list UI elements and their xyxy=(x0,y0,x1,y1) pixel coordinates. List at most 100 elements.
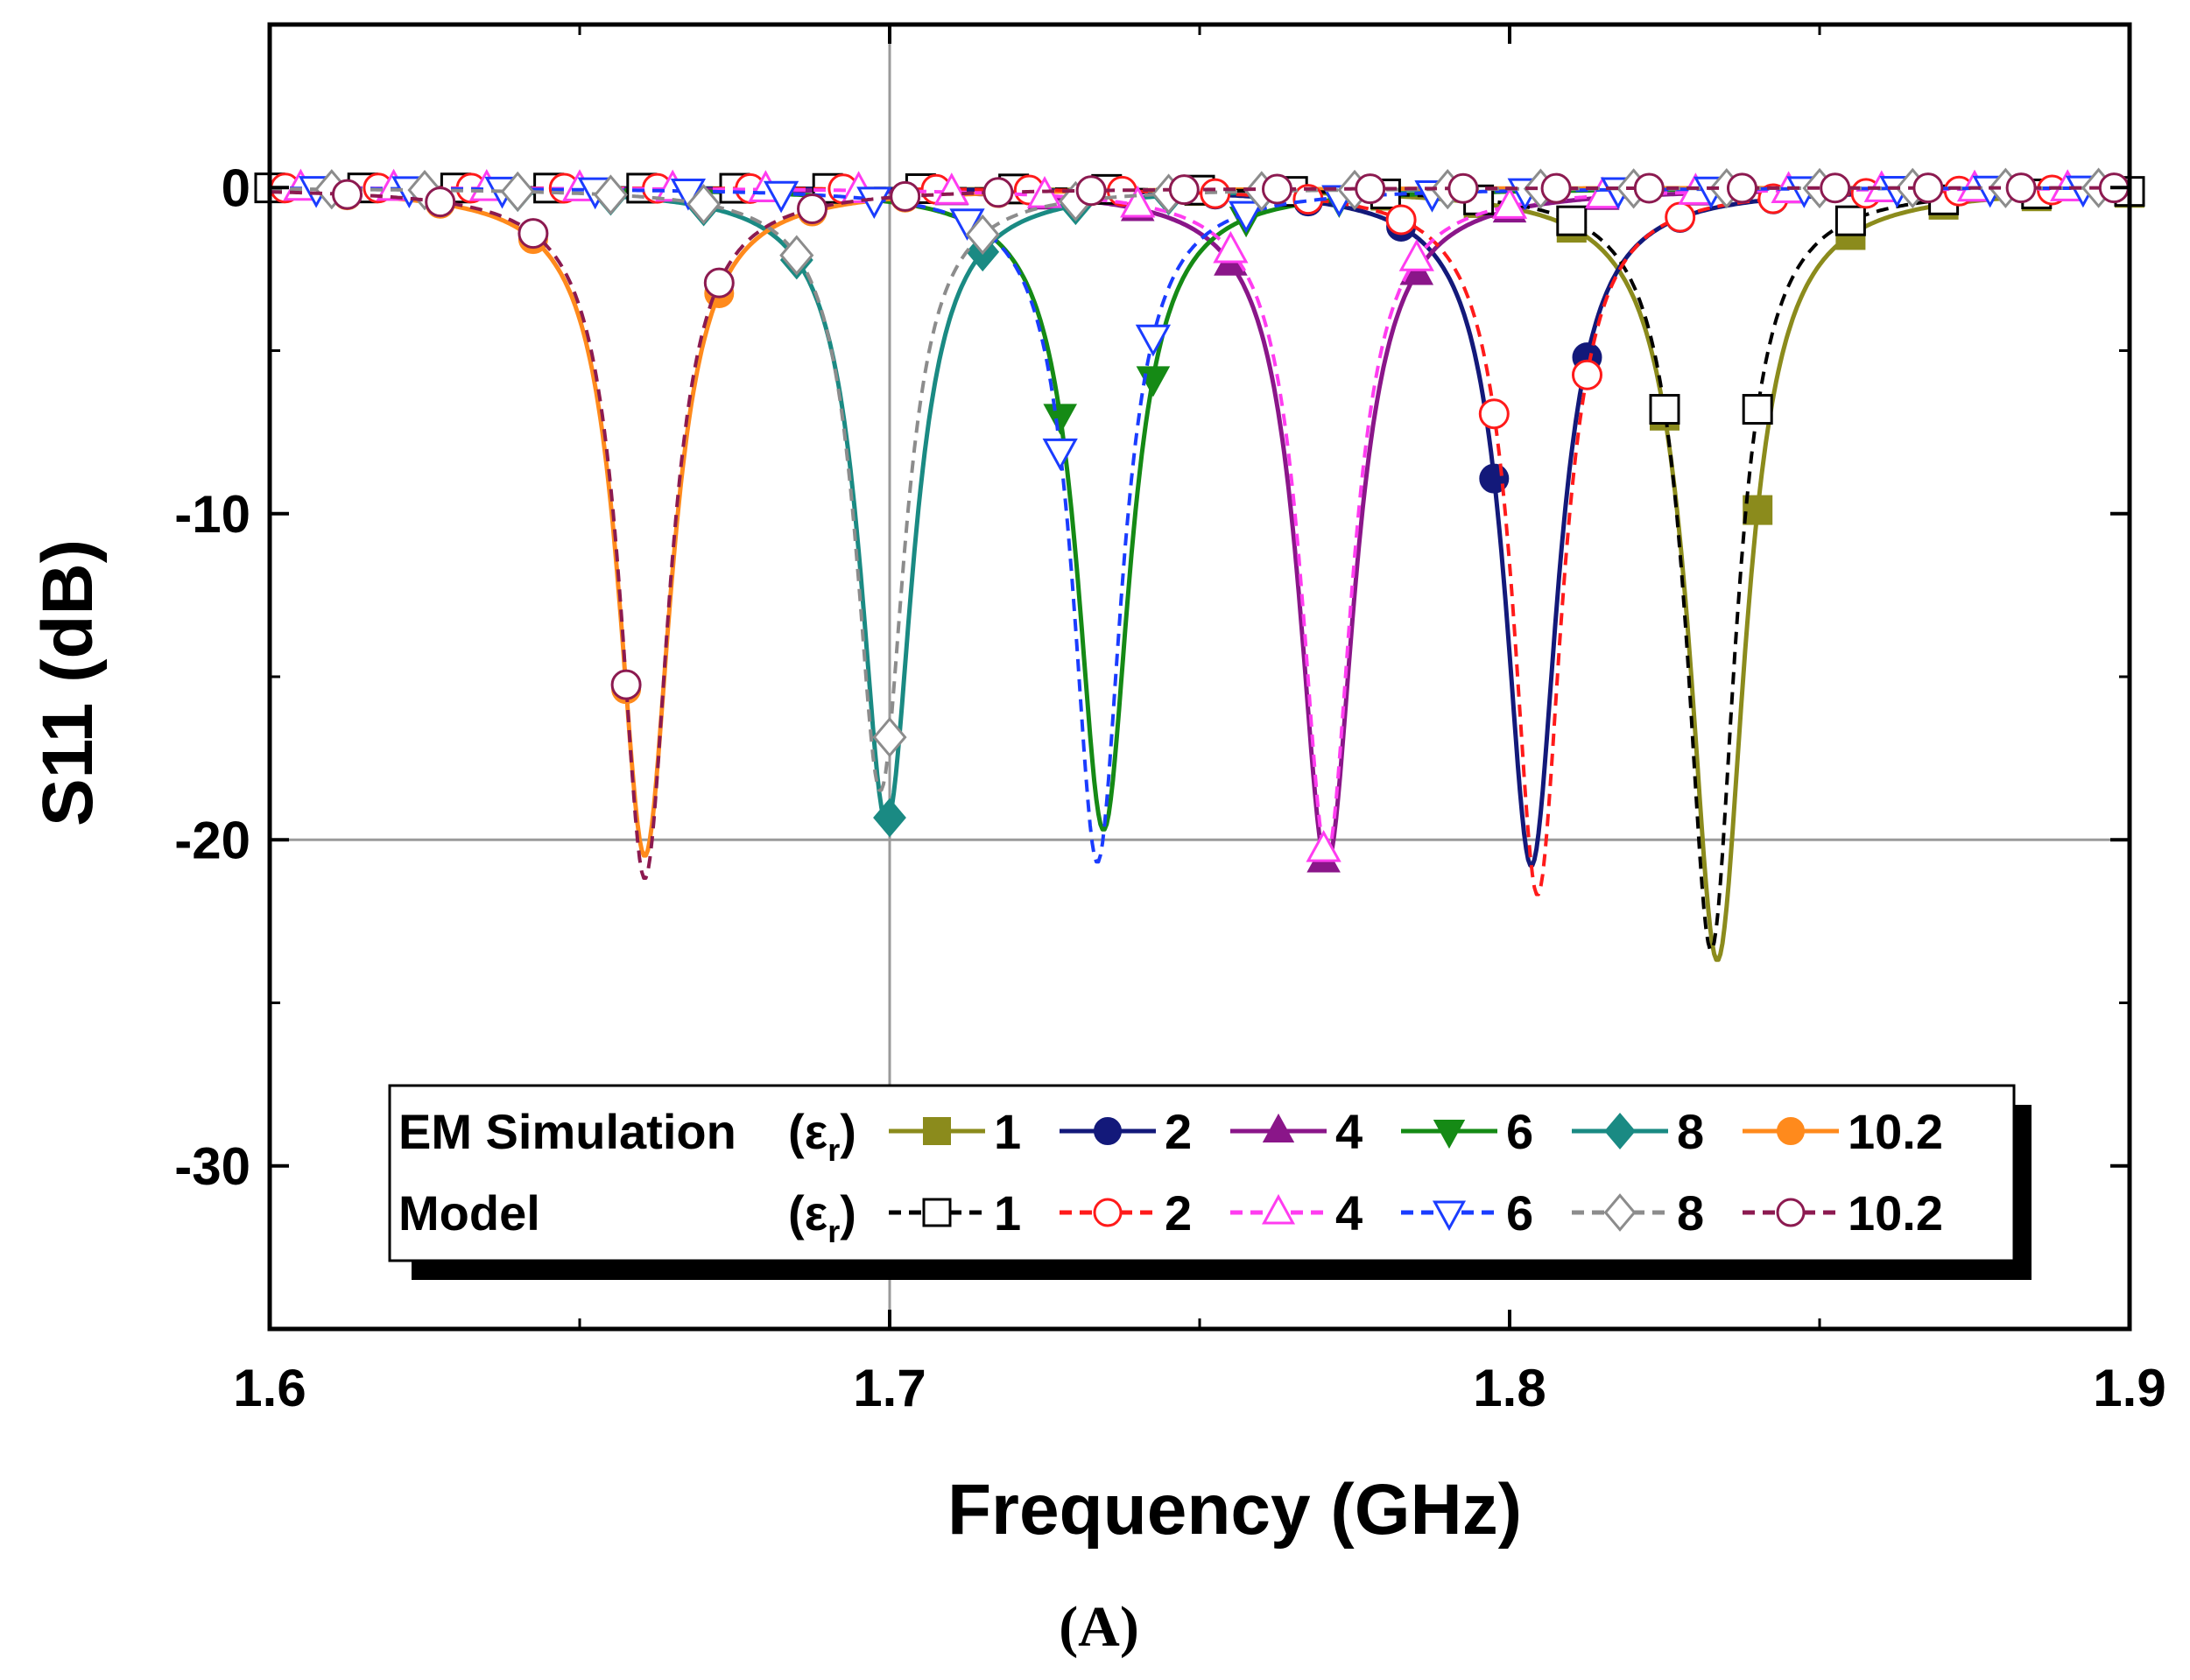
legend-item: 2 xyxy=(1060,1185,1192,1241)
data-point xyxy=(1820,172,1851,204)
data-point xyxy=(1572,359,1602,390)
series-line xyxy=(269,186,2130,832)
data-point xyxy=(500,171,535,212)
series-em-4 xyxy=(269,169,2130,873)
legend-item: 6 xyxy=(1401,1104,1533,1159)
series-em-1 xyxy=(255,172,2144,962)
data-point xyxy=(518,218,549,250)
legend-item: 1 xyxy=(889,1185,1021,1241)
series-line xyxy=(269,186,2130,868)
series-line xyxy=(270,186,2130,857)
data-point xyxy=(1168,174,1200,206)
legend-box xyxy=(388,1084,2016,1262)
legend-item: 4 xyxy=(1230,1104,1363,1159)
data-point xyxy=(797,193,827,224)
data-point xyxy=(965,214,1000,256)
y-tick-label: -10 xyxy=(174,485,250,544)
legend-marker xyxy=(1094,1117,1122,1145)
legend-row-label-model: Model xyxy=(398,1185,540,1241)
x-tick-label: 1.8 xyxy=(1473,1359,1546,1417)
series-group xyxy=(254,167,2145,962)
data-point xyxy=(890,180,921,212)
legend-label: 6 xyxy=(1506,1104,1533,1159)
data-point xyxy=(763,180,799,214)
series-line xyxy=(270,186,2130,896)
data-point xyxy=(873,798,906,838)
data-point xyxy=(1042,438,1078,471)
y-tick-label: -30 xyxy=(174,1137,250,1196)
data-point xyxy=(1385,204,1417,235)
legend-marker xyxy=(1432,1200,1467,1232)
data-point xyxy=(593,174,628,215)
data-point xyxy=(332,179,363,210)
legend-label: 4 xyxy=(1335,1185,1363,1241)
series-model-4 xyxy=(270,168,2130,862)
figure-caption: (A) xyxy=(1059,1595,1139,1659)
legend-row-label-em: EM Simulation xyxy=(398,1104,736,1159)
y-axis-title: S11 (dB) xyxy=(28,539,108,826)
legend-item: 8 xyxy=(1572,1185,1704,1241)
data-point xyxy=(1355,173,1386,205)
legend-label: 4 xyxy=(1335,1104,1363,1159)
data-point xyxy=(2005,172,2037,204)
legend-marker xyxy=(922,1198,952,1227)
legend-label: 1 xyxy=(994,1104,1021,1159)
series-line xyxy=(270,186,2130,880)
data-point xyxy=(610,669,642,700)
legend-marker xyxy=(1261,1193,1296,1225)
data-point xyxy=(779,235,814,276)
legend-item: 4 xyxy=(1230,1185,1363,1241)
legend-item: 6 xyxy=(1401,1185,1533,1241)
data-point xyxy=(1491,186,1528,219)
data-point xyxy=(1912,172,1944,204)
legend-marker xyxy=(1776,1198,1806,1227)
data-point xyxy=(425,186,456,218)
series-em-6 xyxy=(269,176,2130,832)
legend-label: 10.2 xyxy=(1848,1104,1943,1159)
series-line xyxy=(270,186,2130,952)
data-point xyxy=(1213,230,1249,264)
data-point xyxy=(933,172,969,205)
series-model-10-2 xyxy=(270,172,2130,880)
series-em-2 xyxy=(269,172,2130,868)
series-model-6 xyxy=(269,175,2130,864)
data-point xyxy=(1665,201,1696,233)
data-point xyxy=(1727,172,1757,204)
axis-ticks: 1.6 1.7 1.8 1.9 0 -10 -20 -30 xyxy=(174,25,2166,1417)
data-point xyxy=(1834,205,1866,236)
data-point xyxy=(1043,404,1077,435)
legend-symbol-em: (εr) xyxy=(788,1104,856,1168)
data-point xyxy=(1120,185,1156,218)
series-model-8 xyxy=(270,167,2130,792)
x-tick-label: 1.9 xyxy=(2093,1359,2165,1417)
data-point xyxy=(1649,394,1680,425)
data-point xyxy=(1540,172,1572,204)
legend-label: 2 xyxy=(1165,1185,1192,1241)
legend-label: 6 xyxy=(1506,1185,1533,1241)
data-point xyxy=(703,267,735,299)
x-tick-label: 1.6 xyxy=(233,1359,306,1417)
series-model-1 xyxy=(254,172,2145,952)
series-model-2 xyxy=(270,172,2130,896)
data-point xyxy=(1447,172,1479,204)
legend-label: 2 xyxy=(1165,1104,1192,1159)
legend-entries: 1 2 4 6 8 10.2 1 2 4 6 8 10.2 xyxy=(889,1104,1943,1241)
legend-marker xyxy=(1603,1193,1637,1232)
legend-label: 1 xyxy=(994,1185,1021,1241)
x-tick-label: 1.7 xyxy=(853,1359,926,1417)
series-em-10-2 xyxy=(269,172,2130,858)
series-em-8 xyxy=(269,168,2130,838)
x-axis-title: Frequency (GHz) xyxy=(947,1470,1522,1550)
data-point xyxy=(1136,366,1171,397)
data-point xyxy=(982,177,1014,208)
legend-symbol-model: (εr) xyxy=(788,1185,856,1249)
legend-label: 8 xyxy=(1677,1185,1704,1241)
data-point xyxy=(1478,398,1510,430)
series-line xyxy=(269,186,2130,868)
series-line xyxy=(269,186,2130,864)
legend-item: 10.2 xyxy=(1743,1104,1943,1159)
series-line xyxy=(269,186,2130,826)
legend-marker xyxy=(1262,1113,1295,1142)
data-point xyxy=(1262,173,1292,205)
